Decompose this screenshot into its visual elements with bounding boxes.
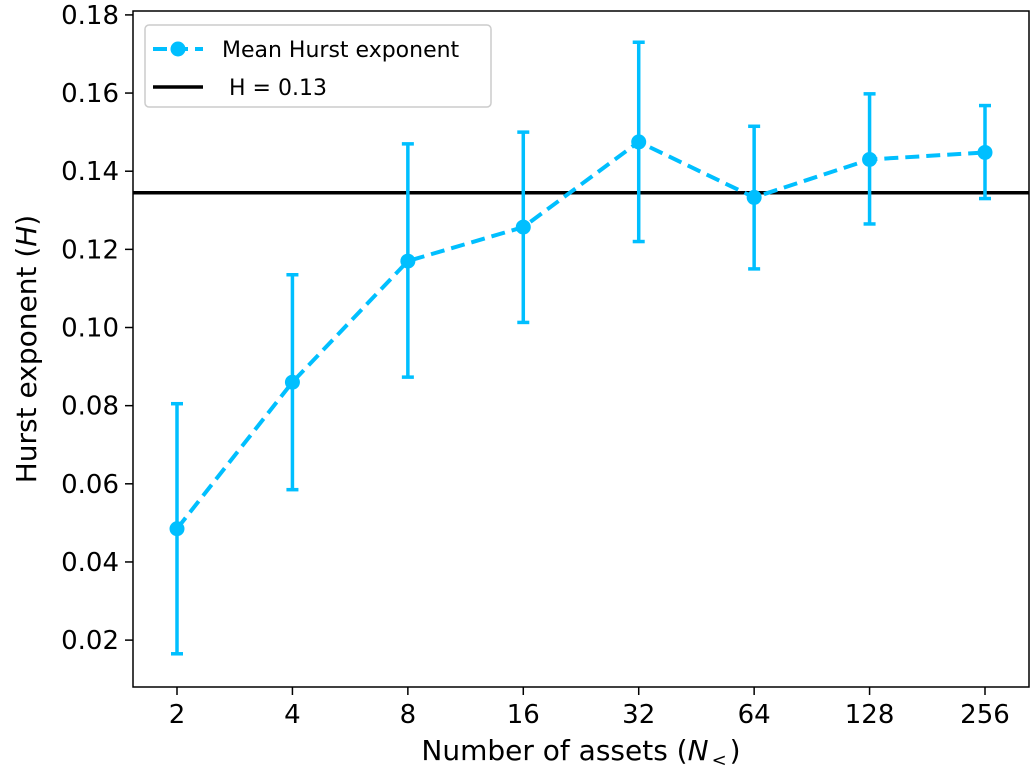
y-tick-label: 0.02	[61, 626, 119, 656]
legend-marker-mean-hurst	[170, 41, 186, 57]
y-tick-label: 0.06	[61, 470, 119, 500]
y-tick-label: 0.16	[61, 79, 119, 109]
y-tick-label: 0.10	[61, 314, 119, 344]
x-tick-label: 128	[845, 700, 895, 730]
data-point	[631, 134, 647, 150]
data-point	[746, 189, 762, 205]
x-tick-label: 256	[960, 700, 1010, 730]
x-tick-label: 16	[507, 700, 540, 730]
data-point	[862, 151, 878, 167]
series-line-mean-hurst	[175, 139, 986, 530]
legend-box	[144, 24, 492, 108]
y-tick-label: 0.04	[61, 548, 119, 578]
y-tick-label: 0.14	[61, 157, 119, 187]
y-tick-label: 0.12	[61, 235, 119, 265]
x-axis-ticks: 2 4 8 16 32 64 128 256	[169, 687, 1010, 730]
y-tick-label: 0.18	[61, 1, 119, 31]
legend-label-reference: H = 0.13	[222, 76, 327, 101]
data-point	[400, 253, 416, 269]
plot-area	[132, 10, 1030, 688]
series-markers	[169, 134, 993, 537]
y-axis-label: Hurst exponent (H)	[10, 215, 43, 484]
data-point	[515, 219, 531, 235]
legend-label-mean-hurst: Mean Hurst exponent	[222, 38, 460, 63]
x-tick-label: 32	[622, 700, 655, 730]
data-point	[977, 144, 993, 160]
y-axis-ticks: 0.02 0.04 0.06 0.08 0.10 0.12 0.14 0.16 0.18	[61, 1, 133, 656]
y-tick-label: 0.08	[61, 392, 119, 422]
x-tick-label: 8	[400, 700, 417, 730]
legend: Mean Hurst exponent H = 0.13	[144, 24, 492, 108]
data-point	[284, 374, 300, 390]
x-axis-label: Number of assets (N <)	[421, 734, 740, 768]
x-tick-label: 64	[738, 700, 771, 730]
data-point	[169, 521, 185, 537]
x-tick-label: 2	[169, 700, 186, 730]
x-tick-label: 4	[284, 700, 301, 730]
